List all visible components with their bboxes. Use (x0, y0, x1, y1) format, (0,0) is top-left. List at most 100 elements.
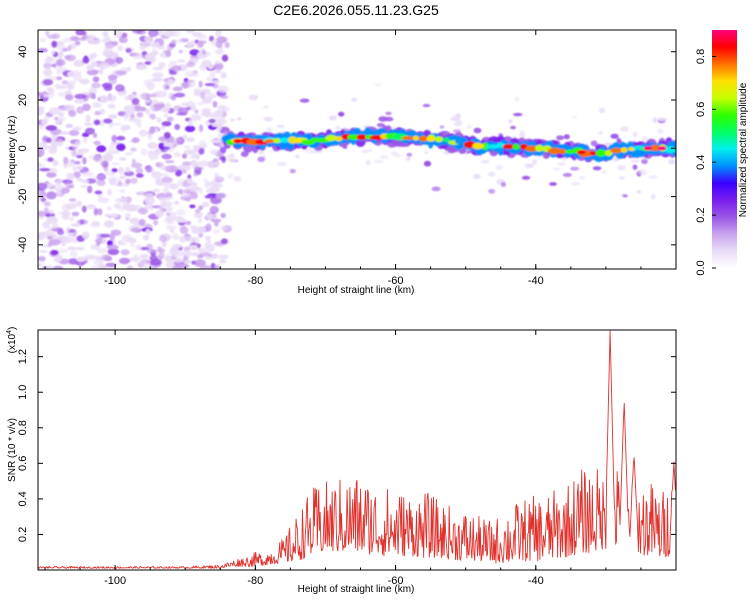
spectrogram-cell (79, 78, 91, 85)
spectrogram-cell (162, 30, 175, 37)
spectrogram-cell (481, 142, 490, 151)
spectrogram-cell (617, 165, 626, 171)
spectrogram-cell (117, 45, 123, 52)
spectrogram-cell (609, 147, 623, 154)
spectrogram-cell (165, 225, 177, 231)
spectrogram-cell (648, 175, 658, 179)
spectrogram-cell (657, 146, 667, 151)
spectrogram-cell (135, 65, 148, 70)
colorbar-tick-label: 0.8 (695, 49, 707, 64)
spectrogram-cell (192, 144, 200, 152)
spectrogram-cell (68, 109, 77, 117)
spectrogram-cell (196, 101, 205, 106)
spectrogram-cell (56, 45, 66, 51)
spectrogram-cell (118, 36, 128, 44)
spectrogram-cell (118, 166, 125, 175)
spectrogram-cell (172, 243, 182, 249)
spectrogram-cell (68, 130, 80, 136)
spectrogram-cell (40, 197, 47, 202)
spectrogram-cell (202, 96, 213, 104)
spectrogram-cell (51, 40, 58, 48)
spectrogram-cell (165, 261, 176, 269)
spectrogram-cell (132, 30, 144, 34)
spectrogram-cell (51, 49, 56, 56)
spectrogram-cell (620, 126, 629, 132)
spectrogram-cell (125, 217, 130, 221)
spectrogram-cell (39, 191, 47, 198)
spectrogram-cell (117, 242, 128, 246)
spectrogram-cell (174, 257, 184, 263)
spectrogram-cell (188, 118, 194, 127)
spectrogram-cell (144, 61, 152, 65)
spectrogram-cell (71, 149, 77, 157)
spectrogram-cell (136, 112, 144, 118)
spectrogram-cell (185, 221, 192, 226)
snr-x-tick-label: -60 (388, 575, 404, 587)
spectrogram-cell (443, 137, 451, 143)
spectrogram-cell (55, 58, 66, 67)
spectrogram-cell (147, 142, 158, 150)
spectrogram-cell (208, 118, 216, 124)
spectrogram-cell (204, 256, 214, 260)
spectrogram-cell (418, 135, 429, 142)
spectrogram-cell (166, 206, 174, 212)
spectrogram-cell (165, 160, 175, 164)
spectrogram-cell (193, 87, 202, 94)
spectrogram-cell (374, 83, 382, 87)
spectrogram-cell (508, 119, 513, 124)
spectrogram-cell (102, 31, 109, 37)
spectrogram-cell (58, 111, 65, 118)
spectrogram-cell (107, 189, 112, 196)
spectrogram-cell (130, 162, 143, 169)
colorbar: 0.0 0.2 0.4 0.6 0.8 Normalized spectral ampl… (695, 30, 749, 276)
spectrogram-cell (378, 116, 388, 122)
spectrogram-cell (198, 124, 204, 133)
spectrogram-cell (139, 253, 149, 259)
spectrogram-cell (173, 151, 181, 158)
spectrogram-cell (172, 86, 183, 92)
spectrogram-cell (365, 159, 371, 166)
spectrogram-cell (165, 50, 172, 58)
spectrogram-cell (406, 152, 413, 157)
spectrogram-cell (183, 145, 191, 149)
spectrogram-cell (80, 184, 89, 189)
spectrogram-cell (164, 165, 176, 173)
spectrogram-cell (171, 39, 177, 45)
spectrogram-cell (147, 132, 153, 141)
spectrogram-cell (237, 117, 242, 121)
spectrogram-cell (196, 226, 206, 234)
spectrogram-cell (423, 151, 429, 154)
spectrogram-cell (135, 167, 144, 174)
spectrogram-cell (47, 157, 54, 162)
spectrogram-y-tick-label: 0 (17, 145, 29, 151)
spectrogram-cell (165, 212, 171, 217)
snr-y-tick-label: 0.4 (17, 491, 29, 506)
spectrogram-cell (96, 241, 101, 247)
spectrogram-cell (38, 262, 42, 268)
spectrogram-cell (74, 93, 87, 100)
spectrogram-cell (131, 98, 140, 105)
spectrogram-cell (158, 234, 167, 243)
spectrogram-cell (172, 233, 180, 241)
spectrogram-cell (210, 218, 222, 223)
snr-plot-area (38, 330, 676, 570)
spectrogram-cell (480, 160, 490, 164)
spectrogram-cell (42, 221, 50, 229)
spectrogram-cell (131, 137, 140, 144)
spectrogram-cell (57, 235, 70, 241)
spectrogram-cell (161, 146, 171, 150)
spectrogram-cell (510, 125, 516, 130)
spectrogram-cell (190, 252, 200, 257)
spectrogram-cell (124, 152, 133, 156)
spectrogram-cell (153, 128, 159, 133)
spectrogram-cell (219, 259, 227, 264)
spectrogram-cell (186, 137, 195, 142)
spectrogram-cell (92, 132, 98, 139)
spectrogram-cell (131, 158, 136, 164)
spectrogram-cell (466, 124, 472, 129)
spectrogram-cell (107, 114, 118, 119)
spectrogram-cell (187, 244, 198, 251)
spectrogram-cell (180, 102, 190, 107)
spectrogram-cell (107, 103, 116, 109)
spectrogram-cell (156, 117, 162, 123)
